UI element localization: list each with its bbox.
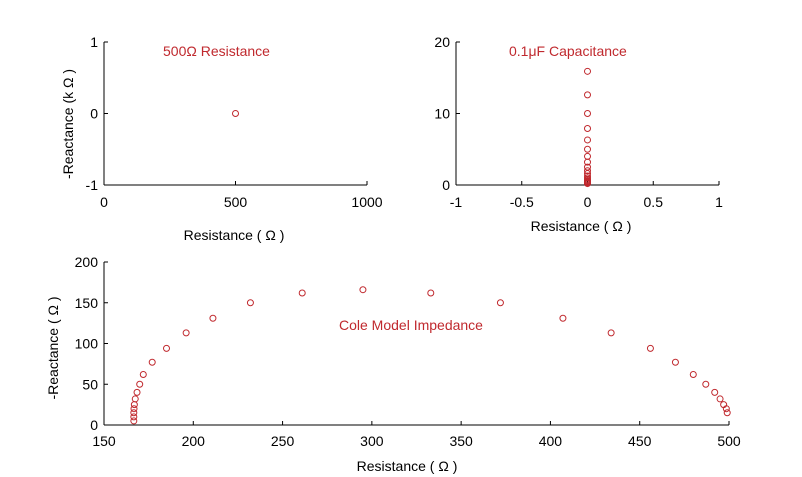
panel-capacitance-y-tick-label: 0 bbox=[442, 177, 450, 193]
panel-cole-y-tick-label: 0 bbox=[90, 417, 98, 433]
panel-resistance: 0 500 1000 -101 500Ω Resistance Resistance… bbox=[60, 34, 383, 243]
panel-cole-data-point bbox=[131, 395, 139, 403]
panel-cole-x-tick-label: 500 bbox=[717, 433, 741, 449]
panel-cole-x-label: Resistance ( Ω ) bbox=[357, 458, 458, 474]
panel-capacitance-x-label: Resistance ( Ω ) bbox=[531, 218, 632, 234]
panel-capacitance-x-tick-label: 0.5 bbox=[644, 194, 664, 210]
panel-resistance-x-tick-label: 0 bbox=[100, 194, 108, 210]
panel-capacitance-data-point bbox=[584, 145, 591, 153]
panel-capacitance-y-tick-label: 20 bbox=[434, 34, 450, 50]
panel-cole-data-point bbox=[133, 388, 141, 396]
panel-resistance-y-tick-label: 0 bbox=[90, 106, 98, 122]
panel-capacitance-data-point bbox=[584, 67, 591, 75]
panel-cole-x-tick-label: 450 bbox=[628, 433, 652, 449]
panel-cole-y-ticks: 0 50 100 150 200 bbox=[75, 254, 108, 433]
panel-cole-data-point bbox=[559, 314, 567, 322]
panel-cole-annotation: Cole Model Impedance bbox=[339, 317, 483, 333]
panel-cole-y-label: -Reactance ( Ω ) bbox=[45, 296, 61, 399]
panel-cole-data-point bbox=[720, 401, 728, 409]
panel-capacitance-data-point bbox=[584, 91, 591, 99]
panel-resistance-y-tick-label: 1 bbox=[90, 34, 98, 50]
panel-capacitance-data-point bbox=[584, 152, 591, 160]
panel-resistance-data-point bbox=[232, 110, 239, 117]
panel-capacitance-x-ticks: -1 -0.5 0 0.5 1 bbox=[450, 181, 723, 210]
panel-capacitance-data-point bbox=[584, 125, 591, 133]
panel-cole-data-point bbox=[136, 380, 144, 388]
panel-cole-x-tick-label: 150 bbox=[92, 433, 116, 449]
panel-capacitance: -1 -0.5 0 0.5 1 0 10 20 0.1μF Capacitance Resi… bbox=[434, 34, 723, 234]
panel-capacitance-x-tick-label: -1 bbox=[450, 194, 463, 210]
panel-capacitance-data-point bbox=[584, 158, 591, 166]
panel-capacitance-data-point bbox=[584, 110, 591, 117]
panel-resistance-y-tick-label: -1 bbox=[86, 177, 99, 193]
panel-cole-data-point bbox=[139, 370, 147, 378]
panel-cole-data-point bbox=[130, 409, 138, 417]
panel-cole-x-tick-label: 200 bbox=[182, 433, 206, 449]
panel-cole-data-point bbox=[702, 380, 710, 388]
panel-resistance-y-label: -Reactance (k Ω ) bbox=[60, 69, 76, 179]
panel-cole-y-tick-label: 200 bbox=[75, 254, 99, 270]
panel-resistance-x-tick-label: 500 bbox=[224, 194, 248, 210]
panel-cole-data-point bbox=[246, 299, 254, 307]
panel-cole-data-point bbox=[671, 358, 679, 366]
panel-resistance-x-tick-label: 1000 bbox=[351, 194, 382, 210]
panel-cole-data-point bbox=[646, 344, 654, 352]
panel-capacitance-data-point bbox=[584, 167, 591, 175]
panel-cole-x-ticks: 150 200 250 300 350 400 450 500 bbox=[92, 421, 741, 449]
panel-cole-data-point bbox=[130, 401, 138, 409]
panel-cole-data-point bbox=[130, 413, 138, 421]
panel-cole-x-tick-label: 250 bbox=[271, 433, 295, 449]
panel-cole-data-point bbox=[182, 329, 190, 337]
panel-cole-data-point bbox=[148, 358, 156, 366]
panel-capacitance-x-tick-label: 1 bbox=[715, 194, 723, 210]
panel-cole-data-point bbox=[607, 329, 615, 337]
panel-cole-x-tick-label: 300 bbox=[360, 433, 384, 449]
panel-cole-data-point bbox=[496, 299, 504, 307]
panel-capacitance-x-tick-label: 0 bbox=[584, 194, 592, 210]
panel-capacitance-data-point bbox=[584, 180, 591, 188]
panel-capacitance-y-ticks: 0 10 20 bbox=[434, 34, 460, 193]
panel-capacitance-data-point bbox=[584, 136, 591, 144]
panel-cole: 150 200 250 300 350 400 450 500 0 50 100 150 200 Co… bbox=[45, 254, 741, 474]
panel-cole-data-point bbox=[723, 409, 731, 417]
panel-cole-y-tick-label: 150 bbox=[75, 295, 99, 311]
panel-cole-x-tick-label: 400 bbox=[539, 433, 563, 449]
panel-cole-data-point bbox=[359, 286, 367, 294]
panel-cole-data-point bbox=[130, 405, 138, 413]
panel-cole-data-point bbox=[427, 289, 435, 297]
panel-cole-points bbox=[130, 286, 731, 425]
panel-cole-data-point bbox=[163, 344, 170, 352]
panel-capacitance-y-tick-label: 10 bbox=[434, 106, 450, 122]
panel-cole-data-point bbox=[689, 370, 697, 378]
panel-resistance-x-label: Resistance ( Ω ) bbox=[184, 227, 285, 243]
panel-resistance-x-ticks: 0 500 1000 bbox=[100, 181, 383, 210]
panel-resistance-y-ticks: -1 0 1 bbox=[86, 34, 108, 193]
panel-cole-x-tick-label: 350 bbox=[449, 433, 473, 449]
panel-capacitance-points bbox=[584, 67, 591, 188]
panel-cole-data-point bbox=[716, 395, 724, 403]
panel-cole-y-tick-label: 100 bbox=[75, 336, 99, 352]
panel-cole-data-point bbox=[298, 289, 306, 297]
panel-cole-y-tick-label: 50 bbox=[82, 376, 98, 392]
panel-capacitance-annotation: 0.1μF Capacitance bbox=[509, 43, 627, 59]
panel-cole-data-point bbox=[711, 388, 719, 396]
panel-capacitance-x-tick-label: -0.5 bbox=[510, 194, 534, 210]
panel-resistance-points bbox=[232, 110, 239, 117]
panel-cole-data-point bbox=[130, 417, 138, 425]
panel-resistance-annotation: 500Ω Resistance bbox=[163, 43, 270, 59]
panel-cole-data-point bbox=[209, 314, 217, 322]
